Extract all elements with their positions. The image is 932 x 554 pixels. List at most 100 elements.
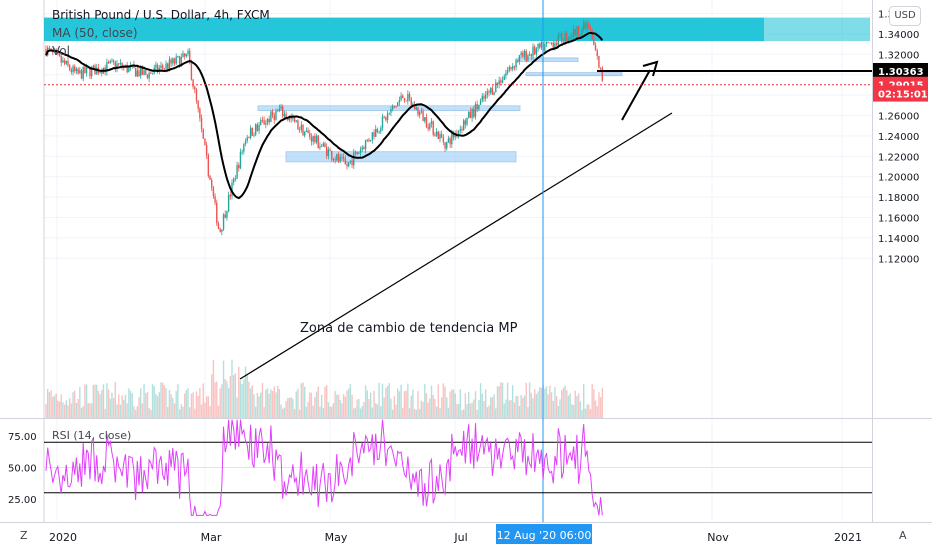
volume-bar — [464, 393, 467, 418]
candle-body — [202, 128, 204, 139]
candle-body — [167, 63, 169, 69]
volume-bar — [268, 393, 270, 418]
candle-body — [288, 117, 291, 121]
candle-body — [329, 149, 331, 151]
candle-body — [474, 104, 477, 117]
candle-body — [363, 147, 365, 150]
candle-body — [236, 164, 238, 179]
candle-body — [410, 98, 412, 106]
candle-body — [459, 128, 461, 131]
candle-body — [369, 139, 372, 141]
volume-bar — [537, 391, 539, 418]
price-tick-label: 1.22000 — [878, 152, 919, 163]
candle-body — [275, 110, 277, 120]
candle-body — [420, 111, 423, 113]
candle-body — [67, 60, 69, 66]
price-tick-label: 1.20000 — [878, 173, 919, 184]
volume-bar — [324, 386, 326, 418]
volume-bar — [239, 380, 242, 418]
volume-bar — [552, 400, 554, 418]
candle-body — [254, 124, 257, 135]
volume-bar — [544, 388, 546, 418]
volume-bar — [380, 406, 382, 418]
volume-bar — [525, 382, 527, 418]
candle-body — [239, 151, 242, 169]
volume-bar — [310, 392, 313, 418]
auto-scale-button[interactable]: A — [899, 529, 907, 542]
volume-bar — [195, 391, 198, 418]
candle-body — [496, 82, 499, 85]
time-axis-label: 2021 — [834, 531, 862, 544]
candle-body — [145, 70, 147, 75]
volume-bar — [325, 385, 328, 418]
volume-bar — [440, 397, 443, 418]
volume-bar — [283, 407, 286, 418]
volume-bar — [471, 402, 473, 418]
projection-arrow[interactable] — [621, 69, 651, 121]
volume-bar — [586, 404, 588, 418]
volume-bar — [407, 383, 409, 418]
candle-body — [229, 194, 232, 197]
range-zone-lower[interactable] — [285, 151, 517, 163]
volume-bar — [290, 397, 292, 418]
volume-bar — [444, 386, 446, 418]
candle-body — [598, 56, 600, 68]
price-tick-label: 1.16000 — [878, 214, 919, 225]
volume-bar — [123, 399, 125, 418]
trend-line[interactable] — [239, 112, 673, 380]
zoom-toggle-button[interactable]: Z — [20, 529, 28, 542]
resistance-zone-extension[interactable] — [764, 17, 870, 42]
volume-bar — [520, 395, 522, 418]
candle-body — [249, 127, 252, 138]
candle-body — [437, 131, 439, 139]
candle-body — [307, 130, 309, 134]
candle-body — [163, 68, 166, 70]
volume-bar — [305, 406, 308, 418]
volume-bar — [339, 399, 341, 418]
small-zone[interactable] — [525, 72, 623, 77]
volume-bar — [567, 395, 570, 418]
volume-bar — [349, 384, 352, 418]
volume-bar — [518, 405, 521, 418]
candle-body — [293, 117, 296, 122]
volume-bar — [434, 398, 436, 418]
volume-bar — [596, 406, 598, 418]
volume-bar — [403, 391, 406, 418]
annotation-text[interactable]: Zona de cambio de tendencia MP — [300, 321, 518, 336]
candle-body — [276, 110, 279, 112]
candle-body — [160, 65, 162, 69]
candle-body — [285, 113, 287, 119]
volume-bar — [224, 379, 226, 418]
candle-body — [320, 146, 323, 147]
candle-body — [593, 38, 595, 46]
volume-bar — [163, 385, 166, 418]
candle-body — [136, 70, 139, 77]
volume-bar — [488, 405, 490, 418]
volume-bar — [256, 392, 259, 418]
volume-bar — [62, 402, 64, 418]
currency-button[interactable]: USD — [889, 6, 921, 26]
candle-body — [601, 67, 604, 81]
volume-bar — [490, 397, 492, 418]
candle-body — [388, 112, 390, 114]
small-zone[interactable] — [517, 57, 579, 62]
volume-bar — [442, 383, 445, 418]
volume-bar — [515, 395, 517, 418]
volume-bar — [141, 403, 144, 418]
range-zone-upper[interactable] — [257, 105, 521, 112]
volume-bar — [182, 406, 184, 418]
volume-bar — [347, 388, 350, 418]
candle-body — [385, 117, 387, 121]
vol-legend: Vol — [52, 44, 70, 58]
volume-bar — [334, 390, 336, 418]
volume-bar — [138, 397, 140, 418]
candle-body — [151, 72, 154, 74]
candle-body — [112, 60, 115, 62]
volume-bar — [212, 359, 215, 418]
candle-body — [344, 158, 346, 164]
candle-body — [139, 66, 142, 77]
candle-body — [440, 134, 443, 138]
candle-body — [256, 124, 259, 131]
